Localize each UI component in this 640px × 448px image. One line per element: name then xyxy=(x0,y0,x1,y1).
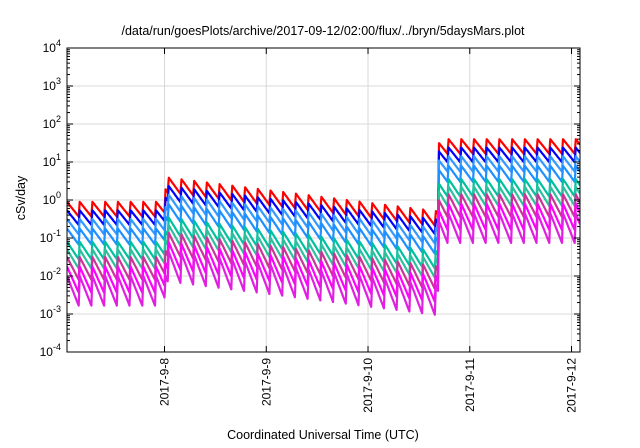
x-axis-label: Coordinated Universal Time (UTC) xyxy=(227,428,419,442)
y-tick-exponent: 2 xyxy=(56,114,61,124)
y-tick-label: 10-3 xyxy=(40,304,61,321)
y-tick-exponent: 0 xyxy=(56,190,61,200)
y-tick-base: 10 xyxy=(40,307,54,321)
axis-ticks xyxy=(67,47,580,353)
y-tick-base: 10 xyxy=(43,79,57,93)
y-tick-label: 100 xyxy=(43,190,61,207)
series-line xyxy=(67,155,580,245)
chart-title: /data/run/goesPlots/archive/2017-09-12/0… xyxy=(121,24,525,38)
series-line xyxy=(67,138,580,227)
y-tick-label: 10-4 xyxy=(40,342,61,359)
y-tick-label: 104 xyxy=(43,38,61,55)
y-tick-base: 10 xyxy=(43,41,57,55)
series-line xyxy=(67,185,580,279)
y-tick-base: 10 xyxy=(40,269,54,283)
y-axis-label: cSv/day xyxy=(14,175,28,220)
series-line xyxy=(67,212,580,316)
y-tick-exponent: -3 xyxy=(53,304,61,314)
y-tick-label: 10-2 xyxy=(40,266,61,283)
y-tick-label: 102 xyxy=(43,114,61,131)
y-tick-label: 10-1 xyxy=(40,228,61,245)
x-tick-label: 2017-9-10 xyxy=(361,358,375,413)
y-tick-label: 103 xyxy=(43,76,61,93)
y-tick-exponent: -1 xyxy=(53,228,61,238)
series-line xyxy=(67,193,580,290)
y-tick-base: 10 xyxy=(40,231,54,245)
y-tick-base: 10 xyxy=(43,117,57,131)
x-tick-label: 2017-9-12 xyxy=(565,358,579,413)
y-tick-exponent: -2 xyxy=(53,266,61,276)
series-line xyxy=(67,202,580,303)
y-tick-exponent: 1 xyxy=(56,152,61,162)
y-tick-base: 10 xyxy=(43,193,57,207)
y-tick-exponent: 3 xyxy=(56,76,61,86)
series-line xyxy=(67,146,580,236)
x-tick-label: 2017-9-11 xyxy=(463,358,477,412)
y-tick-label: 101 xyxy=(43,152,61,169)
x-tick-label: 2017-9-9 xyxy=(259,358,273,406)
x-tick-labels: 2017-9-8 2017-9-9 2017-9-10 2017-9-11 2017-9… xyxy=(158,358,579,413)
series-line xyxy=(67,178,580,270)
series-line xyxy=(67,164,580,255)
x-tick-label: 2017-9-8 xyxy=(158,358,172,406)
y-tick-exponent: -4 xyxy=(53,342,61,352)
series-group xyxy=(67,138,580,316)
y-tick-base: 10 xyxy=(40,345,54,359)
y-tick-base: 10 xyxy=(43,155,57,169)
y-tick-exponent: 4 xyxy=(56,38,61,48)
